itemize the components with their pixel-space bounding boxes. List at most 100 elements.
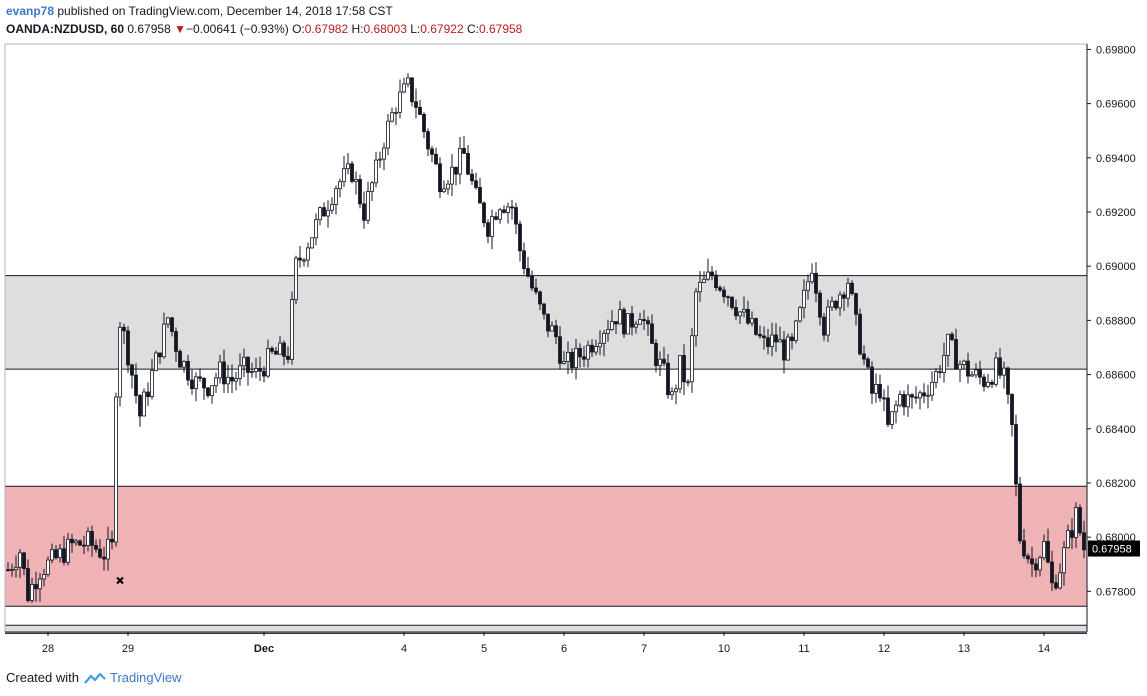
candle-body: [462, 148, 466, 154]
candle-body: [154, 352, 158, 372]
candle-body: [1006, 367, 1010, 395]
candle: [322, 202, 326, 217]
candle: [518, 220, 522, 262]
candle: [1018, 476, 1022, 544]
candle: [810, 263, 814, 284]
candle: [746, 300, 750, 326]
candle: [1078, 504, 1082, 536]
candle: [830, 296, 834, 311]
y-tick-label: 0.69000: [1096, 261, 1136, 273]
candle: [374, 151, 378, 188]
candle: [470, 169, 474, 185]
candle-body: [158, 352, 162, 358]
candle-body: [894, 404, 898, 413]
candle-body: [850, 282, 854, 295]
candle-body: [1018, 483, 1022, 542]
candle: [98, 539, 102, 559]
candle: [902, 390, 906, 416]
candle-body: [190, 379, 194, 390]
x-tick-label: 28: [42, 643, 54, 655]
candle-body: [862, 353, 866, 360]
candle: [862, 345, 866, 365]
candle-body: [398, 91, 402, 113]
candle: [42, 568, 46, 587]
candle-body: [994, 357, 998, 385]
annotation-layer: [116, 576, 124, 585]
candle: [386, 114, 390, 156]
candle-body: [634, 323, 638, 328]
candle: [234, 371, 238, 391]
candle-body: [610, 321, 614, 330]
candle-body: [598, 342, 602, 348]
candle-body: [50, 549, 54, 561]
candle: [1010, 393, 1014, 437]
candle-body: [1062, 547, 1066, 574]
candle: [354, 171, 358, 195]
candle-body: [906, 394, 910, 408]
candle: [762, 326, 766, 350]
candle: [914, 386, 918, 404]
candle: [938, 364, 942, 379]
last-price-label: 0.67958: [1092, 544, 1132, 556]
candle: [182, 360, 186, 373]
candle: [146, 382, 150, 407]
candle-body: [98, 548, 102, 558]
candle-body: [846, 282, 850, 299]
candle-body: [270, 347, 274, 352]
candle: [222, 349, 226, 393]
candle: [154, 350, 158, 372]
candle: [662, 347, 666, 367]
author-link[interactable]: evanp78: [6, 4, 55, 18]
candle-body: [110, 538, 114, 543]
candle: [814, 262, 818, 303]
candle-body: [446, 183, 450, 190]
candle-body: [1014, 424, 1018, 485]
candle-body: [338, 181, 342, 190]
candle-body: [182, 360, 186, 368]
candle: [1058, 563, 1062, 590]
candle-body: [978, 369, 982, 378]
candle-body: [478, 187, 482, 204]
low-label: L:: [410, 22, 421, 36]
candle-body: [706, 271, 710, 280]
candle: [270, 346, 274, 355]
candle-body: [470, 173, 474, 182]
candle-body: [766, 337, 770, 347]
candle-body: [830, 300, 834, 308]
candle-body: [638, 319, 642, 325]
price-change: −0.00641 (−0.93%): [185, 22, 289, 36]
candle: [786, 333, 790, 361]
candle: [126, 325, 130, 373]
candle: [554, 319, 558, 345]
candle-body: [798, 307, 802, 322]
candle: [6, 562, 10, 572]
candle-body: [594, 346, 598, 353]
candle-body: [382, 147, 386, 160]
candle: [1066, 524, 1070, 549]
candle: [654, 339, 658, 373]
candle: [594, 339, 598, 356]
created-with-text: Created with: [6, 670, 79, 685]
candle: [774, 323, 778, 352]
candle-body: [162, 323, 166, 358]
candle-body: [550, 325, 554, 332]
candle: [538, 290, 542, 311]
candle-body: [1058, 572, 1062, 589]
candle: [358, 174, 362, 209]
candle: [430, 146, 434, 163]
candle: [70, 533, 74, 554]
candle-body: [466, 152, 470, 175]
candle: [18, 549, 22, 578]
high-value: 0.68003: [363, 22, 407, 36]
tradingview-link[interactable]: TradingView: [109, 670, 182, 685]
candle: [378, 151, 382, 168]
candle-body: [806, 281, 810, 291]
x-tick-label: 14: [1038, 643, 1050, 655]
candle-body: [930, 381, 934, 396]
candle: [474, 172, 478, 190]
candle: [502, 205, 506, 214]
candle: [14, 555, 18, 578]
candle-body: [322, 207, 326, 217]
candle-body: [738, 311, 742, 317]
